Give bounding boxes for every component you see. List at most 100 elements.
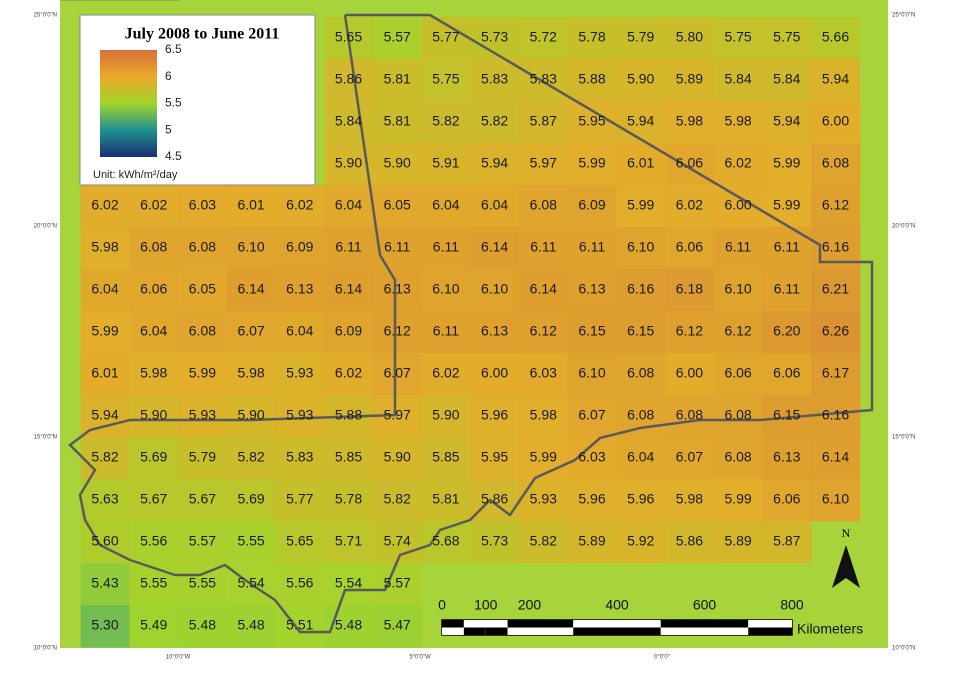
grid-cell	[470, 311, 520, 354]
grid-cell	[713, 395, 763, 438]
grid-cell	[616, 101, 666, 144]
cell-value: 5.74	[384, 533, 411, 549]
grid-cell	[762, 521, 812, 564]
cell-value: 6.04	[481, 197, 508, 213]
cell-value: 5.66	[822, 29, 849, 45]
cell-value: 5.99	[530, 449, 557, 465]
grid-cell	[372, 59, 423, 102]
cell-value: 5.99	[578, 155, 605, 171]
grid-cell	[178, 395, 228, 438]
cell-value: 6.11	[530, 239, 556, 255]
grid-cell	[811, 269, 861, 312]
cell-value: 5.84	[335, 113, 362, 129]
cell-value: 5.55	[140, 575, 167, 591]
legend-tick-label: 6	[165, 69, 172, 83]
grid-cell	[665, 437, 715, 480]
grid-cell	[80, 479, 130, 522]
cell-value: 5.54	[335, 575, 362, 591]
cell-value: 6.16	[822, 239, 849, 255]
grid-cell	[665, 311, 715, 354]
grid-cell	[129, 521, 179, 564]
grid-cell	[567, 353, 617, 396]
grid-cell	[811, 17, 861, 60]
cell-value: 6.02	[432, 365, 459, 381]
cell-value: 5.57	[384, 29, 411, 45]
cell-value: 5.90	[140, 407, 167, 423]
cell-value: 6.07	[384, 365, 411, 381]
cell-value: 6.11	[725, 239, 751, 255]
cell-value: 6.15	[578, 323, 605, 339]
cell-value: 5.72	[530, 29, 557, 45]
grid-cell	[226, 227, 276, 270]
cell-value: 5.83	[530, 71, 557, 87]
grid-cell	[713, 143, 763, 186]
cell-value: 5.81	[384, 113, 411, 129]
north-arrow: N	[832, 526, 860, 588]
cell-value: 6.17	[822, 365, 849, 381]
grid-cell	[226, 353, 276, 396]
cell-value: 5.75	[724, 29, 751, 45]
cell-value: 6.06	[140, 281, 167, 297]
cell-value: 5.96	[578, 491, 605, 507]
grid-cell	[518, 479, 569, 522]
grid-cell	[762, 353, 812, 396]
cell-value: 5.98	[676, 491, 703, 507]
cell-value: 5.93	[286, 365, 313, 381]
cell-value: 6.00	[724, 197, 751, 213]
grid-cell	[324, 353, 374, 396]
grid-cell	[518, 311, 569, 354]
grid-cell	[129, 185, 179, 228]
latitude-label: 10°0'0"N	[34, 646, 57, 652]
cell-value: 5.99	[724, 491, 751, 507]
grid-cell	[567, 269, 617, 312]
north-arrow-shape	[832, 545, 860, 588]
legend-title: July 2008 to June 2011	[125, 26, 280, 43]
grid-cell	[762, 101, 812, 144]
cell-value: 6.11	[335, 239, 361, 255]
cell-value: 6.08	[627, 407, 654, 423]
cell-value: 6.01	[91, 365, 118, 381]
legend-tick-label: 5.5	[165, 96, 182, 110]
cell-value: 6.03	[578, 449, 605, 465]
grid-cell	[567, 185, 617, 228]
grid-cell	[421, 101, 471, 144]
cell-value: 5.86	[335, 71, 362, 87]
cell-value: 6.04	[627, 449, 654, 465]
grid-cell	[518, 143, 569, 186]
cell-value: 6.08	[627, 365, 654, 381]
cell-value: 6.02	[676, 197, 703, 213]
grid-cell	[372, 101, 423, 144]
cell-value: 6.10	[481, 281, 508, 297]
grid-cell	[518, 17, 569, 60]
cell-value: 5.98	[530, 407, 557, 423]
cell-value: 5.85	[432, 449, 459, 465]
cell-value: 6.11	[433, 323, 459, 339]
grid-cell	[518, 437, 569, 480]
grid-cell	[372, 185, 423, 228]
cell-value: 6.12	[822, 197, 849, 213]
grid-cell	[324, 227, 374, 270]
scale-segment	[529, 627, 574, 635]
grid-cell	[129, 563, 179, 606]
cell-value: 5.79	[627, 29, 654, 45]
grid-cell	[421, 143, 471, 186]
grid-cell	[713, 269, 763, 312]
cell-value: 5.91	[432, 155, 459, 171]
cell-value: 6.11	[433, 239, 459, 255]
grid-cell	[762, 437, 812, 480]
grid-cell	[129, 605, 179, 648]
grid-cell	[713, 59, 763, 102]
grid-cell	[421, 269, 471, 312]
grid-cell	[665, 227, 715, 270]
longitude-label: 10°0'0"W	[166, 655, 191, 661]
cell-value: 5.93	[530, 491, 557, 507]
grid-cell	[80, 563, 130, 606]
grid-cell	[665, 17, 715, 60]
cell-value: 5.84	[724, 71, 751, 87]
cell-value: 5.95	[481, 449, 508, 465]
grid-cell	[713, 101, 763, 144]
latitude-label: 25°0'0"N	[34, 13, 57, 19]
grid-cell	[470, 227, 520, 270]
grid-cell	[567, 17, 617, 60]
cell-value: 5.98	[724, 113, 751, 129]
